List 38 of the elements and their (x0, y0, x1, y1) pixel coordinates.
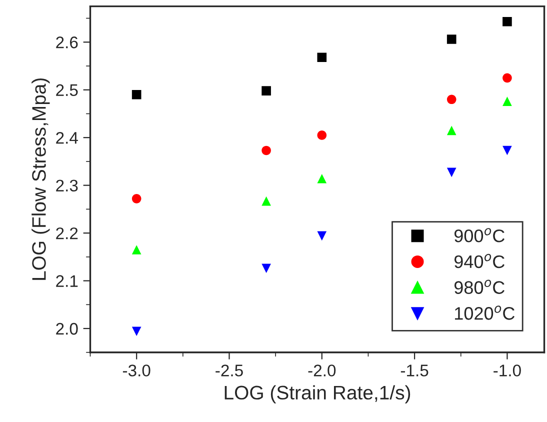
legend-label: 900$^{o}$C (454, 228, 504, 242)
point (262, 86, 271, 96)
point (132, 245, 142, 254)
y-tick-label: 2.3 (56, 180, 78, 192)
y-tick-label: 2.6 (56, 36, 78, 48)
point (317, 130, 327, 140)
point (446, 168, 456, 178)
point (502, 73, 512, 83)
legend-label: 940$^{o}$C (454, 254, 504, 268)
legend-label: 1020$^{o}$C (455, 306, 515, 320)
point (132, 194, 142, 204)
point (262, 264, 271, 274)
point (446, 34, 456, 44)
point (317, 231, 327, 241)
x-tick-label: -3.0 (122, 364, 150, 376)
legend-label: 980$^{o}$C (454, 280, 504, 294)
point (132, 90, 142, 100)
point (317, 174, 327, 184)
x-tick-label: -2.0 (308, 364, 336, 376)
y-tick-label: 2.4 (56, 132, 78, 144)
point (262, 196, 271, 206)
x-axis-title: LOG (Strain Rate,1/s) (224, 385, 410, 404)
y-tick-label: 2.0 (56, 322, 78, 335)
y-axis-title: LOG (Flow Stress,Mpa) (32, 78, 50, 280)
point (262, 146, 271, 156)
x-tick-label: -2.5 (216, 364, 243, 376)
x-tick-label: -1.0 (494, 364, 521, 376)
point (446, 94, 456, 104)
point (502, 16, 512, 26)
y-tick-label: 2.5 (56, 84, 78, 96)
point (317, 52, 327, 62)
y-tick-label: 2.1 (56, 275, 78, 287)
x-tick-label: -1.5 (400, 364, 428, 376)
y-tick-label: 2.2 (56, 227, 78, 240)
point (132, 326, 142, 336)
point (446, 126, 456, 136)
point (502, 146, 512, 156)
point (502, 96, 512, 106)
